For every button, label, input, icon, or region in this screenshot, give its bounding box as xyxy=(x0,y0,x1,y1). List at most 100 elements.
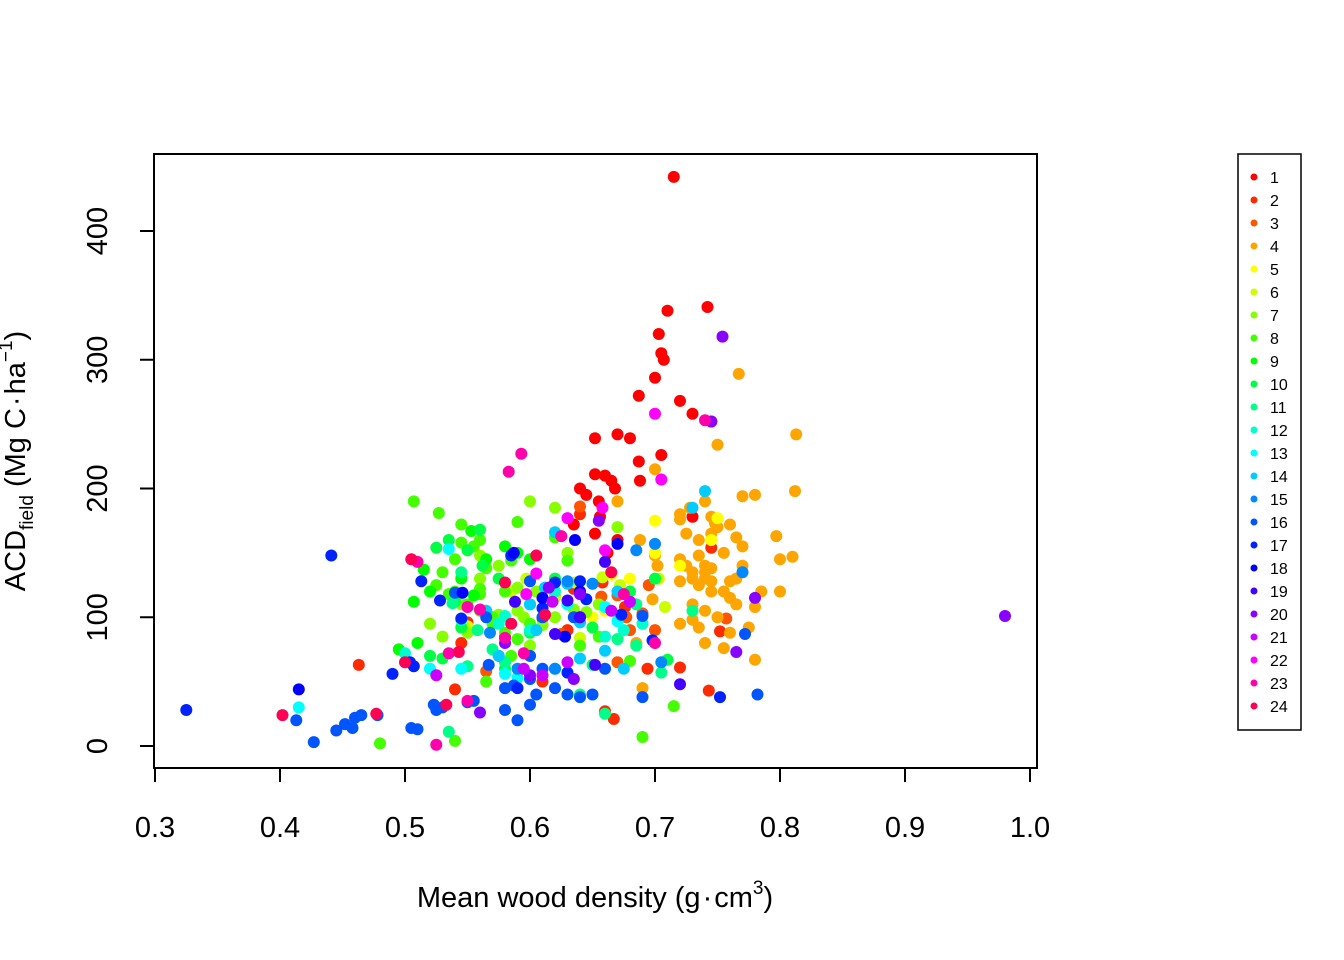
legend-label-19: 19 xyxy=(1270,584,1288,601)
data-point-series-12 xyxy=(599,630,611,643)
data-point-series-8 xyxy=(374,737,386,750)
data-point-series-10 xyxy=(461,544,474,557)
data-point-series-22 xyxy=(561,512,574,525)
legend-label-9: 9 xyxy=(1270,354,1279,371)
legend-marker-16 xyxy=(1250,518,1258,526)
legend-marker-10 xyxy=(1250,380,1258,388)
legend-label-3: 3 xyxy=(1270,216,1279,233)
legend-label-13: 13 xyxy=(1270,446,1288,463)
data-point-series-5 xyxy=(649,546,661,559)
data-point-series-23 xyxy=(502,465,515,478)
plot-frame xyxy=(153,153,1038,769)
data-point-series-13 xyxy=(499,667,511,680)
legend-label-21: 21 xyxy=(1270,630,1288,647)
x-tick-label: 0.8 xyxy=(760,812,800,844)
data-point-series-9 xyxy=(424,585,436,598)
data-point-series-23 xyxy=(699,414,711,427)
data-point-series-1 xyxy=(652,328,665,340)
data-point-series-24 xyxy=(605,566,618,579)
legend-label-18: 18 xyxy=(1270,561,1288,578)
data-point-series-20 xyxy=(716,330,729,343)
data-point-series-4 xyxy=(717,642,730,655)
legend-marker-2 xyxy=(1250,196,1258,204)
x-tick-label: 1.0 xyxy=(1010,812,1050,844)
data-point-series-2 xyxy=(674,661,686,674)
data-point-series-1 xyxy=(649,371,661,384)
data-point-series-16 xyxy=(411,723,424,736)
data-point-series-1 xyxy=(632,389,645,402)
data-point-series-23 xyxy=(517,647,530,660)
y-axis-title-sup: −1 xyxy=(0,340,17,362)
legend-marker-19 xyxy=(1250,587,1258,595)
data-point-series-4 xyxy=(680,527,693,540)
legend-marker-18 xyxy=(1250,564,1258,572)
data-point-series-14 xyxy=(574,652,586,665)
data-point-series-17 xyxy=(455,612,468,625)
legend-marker-11 xyxy=(1250,403,1258,411)
data-point-series-4 xyxy=(774,585,786,598)
data-point-series-4 xyxy=(674,617,686,630)
data-point-series-8 xyxy=(407,495,420,508)
data-point-series-19 xyxy=(674,678,686,691)
data-point-series-19 xyxy=(549,628,561,640)
data-point-series-1 xyxy=(686,510,699,523)
data-point-series-17 xyxy=(434,594,446,607)
data-point-series-8 xyxy=(511,516,524,528)
data-point-series-8 xyxy=(455,518,468,531)
y-tick-label: 100 xyxy=(82,593,114,641)
legend-label-23: 23 xyxy=(1270,676,1288,693)
data-point-series-4 xyxy=(730,598,743,611)
data-point-series-4 xyxy=(711,611,724,624)
data-point-series-17 xyxy=(615,608,628,621)
data-point-series-5 xyxy=(674,559,686,572)
data-point-series-4 xyxy=(692,549,705,562)
data-point-series-2 xyxy=(449,683,461,696)
data-point-series-4 xyxy=(774,553,786,566)
data-point-series-8 xyxy=(636,731,649,743)
data-point-series-22 xyxy=(596,501,609,514)
data-point-series-4 xyxy=(646,593,659,606)
x-tick-label: 0.4 xyxy=(260,812,300,844)
data-point-series-13 xyxy=(292,701,305,714)
data-point-series-1 xyxy=(624,432,636,445)
data-point-series-19 xyxy=(561,594,574,607)
data-point-series-24 xyxy=(370,707,383,720)
data-point-series-4 xyxy=(786,550,799,563)
data-point-series-2 xyxy=(641,662,654,675)
data-point-series-19 xyxy=(589,658,601,671)
data-point-series-9 xyxy=(467,589,480,602)
data-point-series-2 xyxy=(702,684,715,697)
data-point-series-9 xyxy=(407,595,420,608)
data-point-series-5 xyxy=(705,534,718,546)
data-point-series-1 xyxy=(667,170,680,183)
legend-label-15: 15 xyxy=(1270,492,1288,509)
data-point-series-6 xyxy=(596,571,609,584)
data-point-series-1 xyxy=(589,468,601,481)
data-point-series-11 xyxy=(446,597,459,610)
data-point-series-18 xyxy=(456,586,469,599)
data-point-series-24 xyxy=(399,656,411,669)
data-point-series-16 xyxy=(751,688,764,701)
legend-marker-15 xyxy=(1250,495,1258,503)
data-point-series-2 xyxy=(352,658,365,671)
data-point-series-4 xyxy=(674,513,686,526)
data-point-series-11 xyxy=(455,566,468,579)
data-point-series-14 xyxy=(686,501,699,514)
data-point-series-2 xyxy=(607,713,620,725)
data-point-series-5 xyxy=(624,572,636,585)
data-point-series-16 xyxy=(599,662,611,675)
data-point-series-24 xyxy=(530,549,543,562)
legend-marker-9 xyxy=(1250,357,1258,365)
data-point-series-14 xyxy=(599,644,611,657)
y-axis: 0 100 200 300 400 xyxy=(82,207,155,754)
data-point-series-11 xyxy=(630,639,643,652)
legend-label-12: 12 xyxy=(1270,423,1288,440)
data-point-series-17 xyxy=(325,549,338,562)
legend-label-10: 10 xyxy=(1270,377,1288,394)
data-point-series-5 xyxy=(711,512,724,525)
data-point-series-16 xyxy=(427,698,440,711)
data-point-series-14 xyxy=(524,598,536,611)
data-point-series-1 xyxy=(686,407,699,420)
data-point-series-8 xyxy=(561,554,574,567)
